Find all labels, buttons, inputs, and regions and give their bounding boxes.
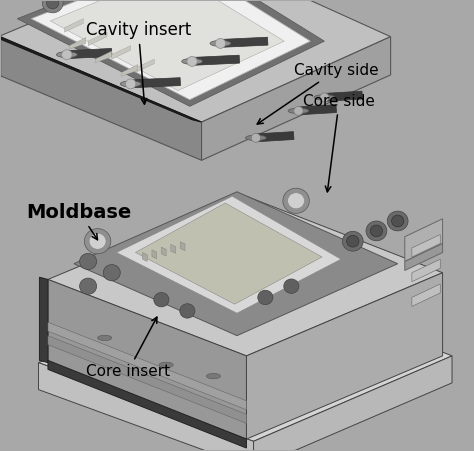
Polygon shape xyxy=(112,46,131,59)
Polygon shape xyxy=(117,196,341,313)
Polygon shape xyxy=(405,219,443,262)
Circle shape xyxy=(251,133,261,142)
Circle shape xyxy=(387,211,408,231)
Polygon shape xyxy=(324,91,363,101)
Circle shape xyxy=(80,253,97,270)
Polygon shape xyxy=(121,64,138,76)
Polygon shape xyxy=(0,37,201,160)
Polygon shape xyxy=(143,253,147,262)
Circle shape xyxy=(284,279,299,294)
Circle shape xyxy=(42,0,63,13)
Circle shape xyxy=(283,188,310,213)
Polygon shape xyxy=(161,247,166,256)
Circle shape xyxy=(180,304,195,318)
Circle shape xyxy=(392,215,404,227)
Polygon shape xyxy=(95,51,112,63)
Polygon shape xyxy=(48,322,246,410)
Polygon shape xyxy=(171,244,175,253)
Polygon shape xyxy=(220,37,268,47)
Polygon shape xyxy=(412,235,440,257)
Polygon shape xyxy=(201,37,391,160)
Polygon shape xyxy=(298,105,337,115)
Ellipse shape xyxy=(120,81,141,87)
Polygon shape xyxy=(31,0,310,100)
Polygon shape xyxy=(0,34,201,122)
Circle shape xyxy=(258,290,273,304)
Circle shape xyxy=(370,225,383,237)
Polygon shape xyxy=(48,196,443,356)
Circle shape xyxy=(320,93,329,102)
Polygon shape xyxy=(246,273,443,439)
Text: Moldbase: Moldbase xyxy=(27,202,132,240)
Ellipse shape xyxy=(159,362,173,368)
Polygon shape xyxy=(39,277,48,363)
Ellipse shape xyxy=(246,135,266,141)
Polygon shape xyxy=(38,277,452,442)
Polygon shape xyxy=(31,0,310,100)
Circle shape xyxy=(126,79,136,89)
Circle shape xyxy=(46,0,59,9)
Ellipse shape xyxy=(206,373,220,379)
Polygon shape xyxy=(38,363,254,451)
Ellipse shape xyxy=(98,335,112,341)
Polygon shape xyxy=(180,242,185,251)
Circle shape xyxy=(288,193,305,209)
Polygon shape xyxy=(192,55,239,65)
Circle shape xyxy=(103,265,120,281)
Ellipse shape xyxy=(56,52,77,58)
Polygon shape xyxy=(254,356,452,451)
Polygon shape xyxy=(48,336,246,423)
Circle shape xyxy=(215,38,226,48)
Circle shape xyxy=(187,56,197,66)
Circle shape xyxy=(84,229,111,254)
Polygon shape xyxy=(130,78,181,88)
Ellipse shape xyxy=(314,95,335,100)
Circle shape xyxy=(346,235,359,247)
Polygon shape xyxy=(136,59,155,73)
Polygon shape xyxy=(136,203,322,304)
Polygon shape xyxy=(412,259,440,282)
Circle shape xyxy=(366,221,387,241)
Polygon shape xyxy=(255,132,294,142)
Circle shape xyxy=(342,231,363,251)
Text: Cavity side: Cavity side xyxy=(257,63,378,124)
Polygon shape xyxy=(88,32,107,46)
Polygon shape xyxy=(152,250,156,259)
Text: Core side: Core side xyxy=(303,94,375,192)
Polygon shape xyxy=(69,37,86,49)
Circle shape xyxy=(89,233,106,249)
Polygon shape xyxy=(64,18,83,32)
Ellipse shape xyxy=(288,108,309,114)
Ellipse shape xyxy=(210,41,231,46)
Polygon shape xyxy=(48,280,246,439)
Circle shape xyxy=(154,293,169,307)
Text: Cavity insert: Cavity insert xyxy=(86,21,191,104)
Polygon shape xyxy=(0,0,391,122)
Polygon shape xyxy=(50,0,284,91)
Circle shape xyxy=(62,50,72,60)
Text: Core insert: Core insert xyxy=(86,317,170,379)
Polygon shape xyxy=(48,360,246,448)
Circle shape xyxy=(80,278,97,295)
Polygon shape xyxy=(412,284,440,306)
Polygon shape xyxy=(17,0,324,106)
Ellipse shape xyxy=(182,59,202,64)
Polygon shape xyxy=(405,244,443,271)
Circle shape xyxy=(294,106,303,115)
Polygon shape xyxy=(67,48,112,59)
Polygon shape xyxy=(74,192,398,336)
